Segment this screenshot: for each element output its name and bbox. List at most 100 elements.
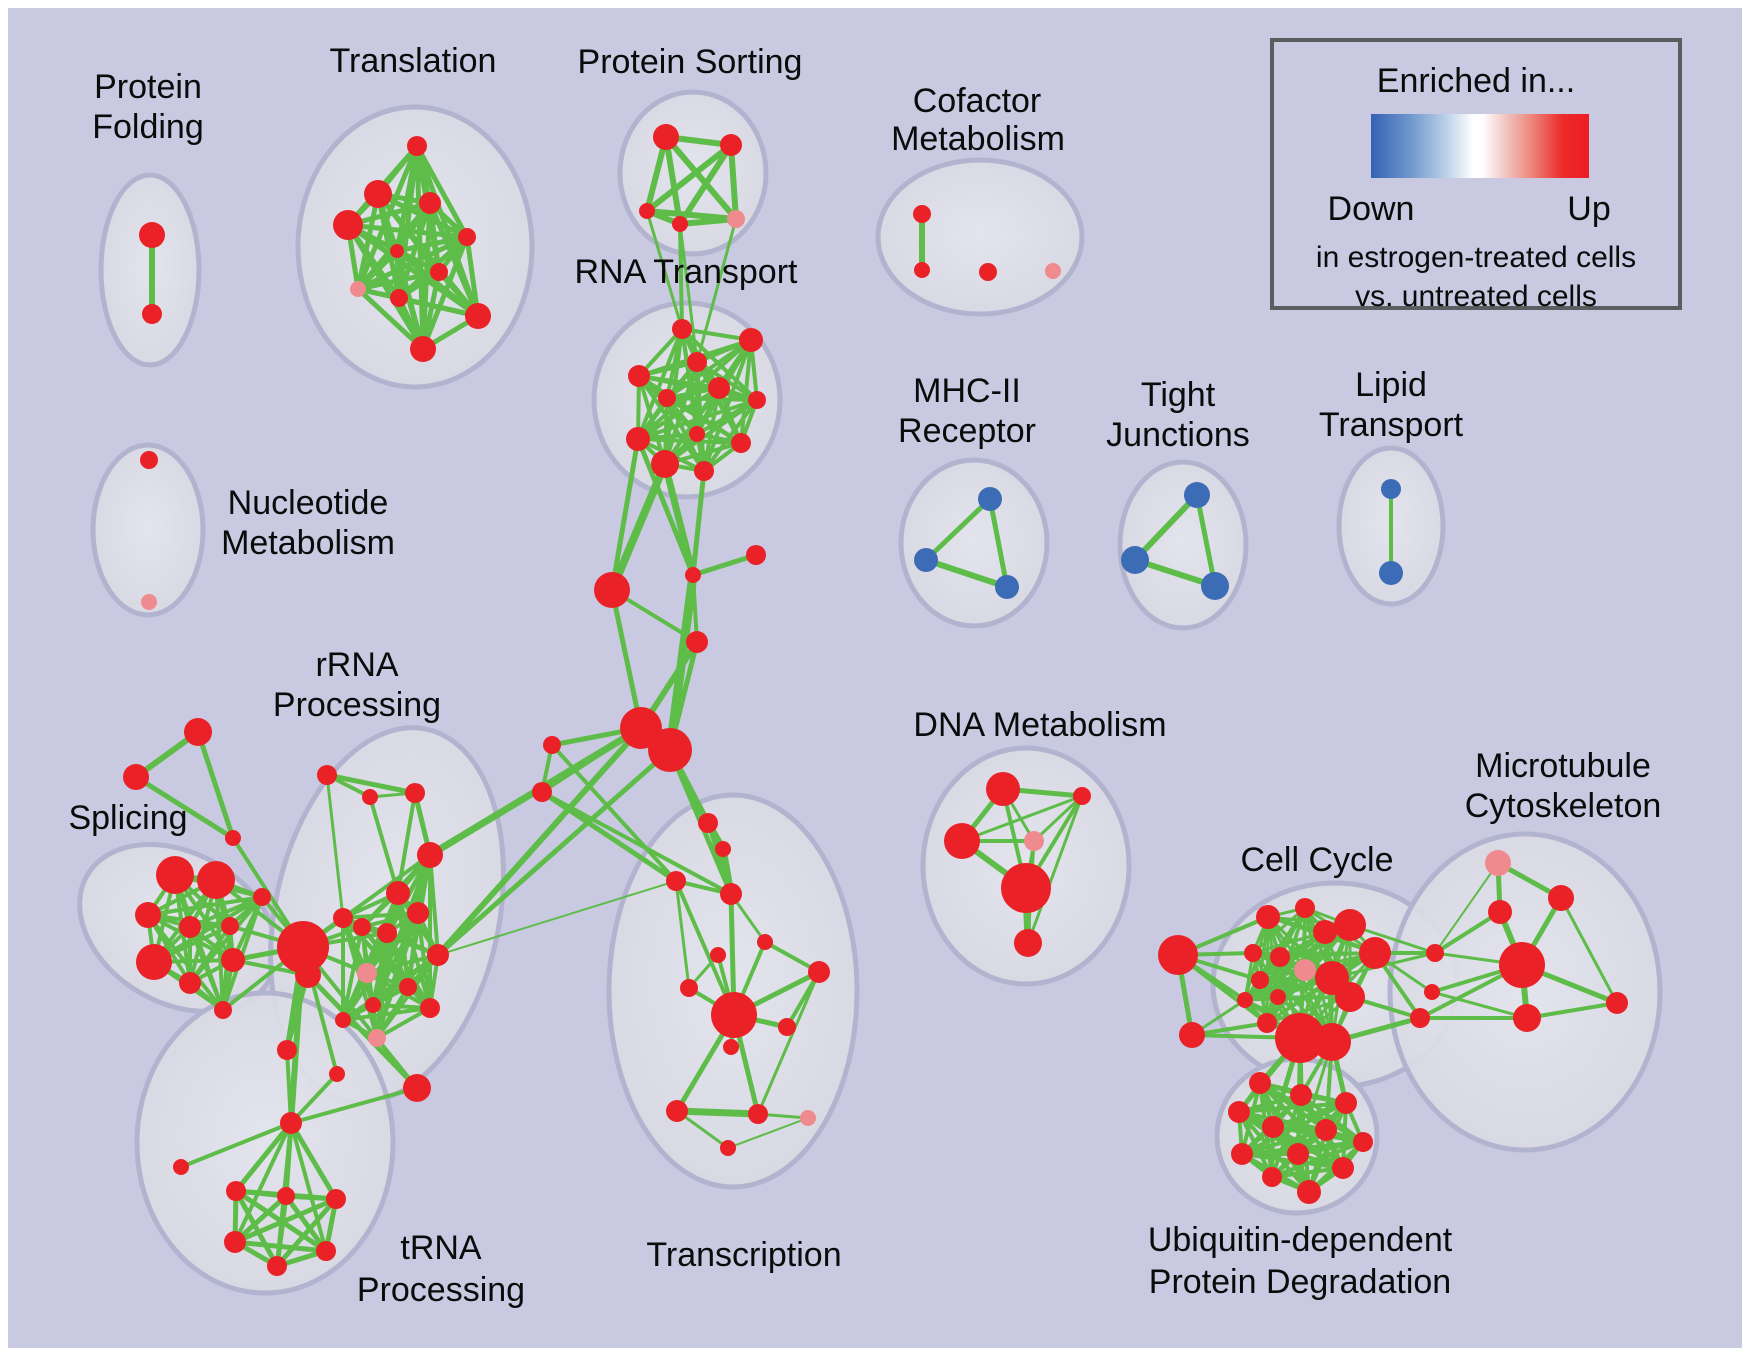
network-edge xyxy=(1032,794,1084,843)
network-edge xyxy=(636,398,759,441)
network-node xyxy=(778,1018,796,1036)
network-node xyxy=(1381,479,1401,499)
network-node xyxy=(731,433,751,453)
network-node xyxy=(1256,905,1280,929)
network-node xyxy=(710,947,726,963)
network-edge xyxy=(464,234,481,319)
network-node xyxy=(377,923,397,943)
network-edge xyxy=(923,496,993,563)
legend-title: Enriched in... xyxy=(1376,62,1576,100)
network-node xyxy=(465,303,491,329)
network-node xyxy=(1270,989,1286,1005)
cluster-label-nucleotide-metabolism: Nucleotide xyxy=(228,484,389,522)
network-edge xyxy=(695,217,738,364)
network-node xyxy=(1315,1119,1337,1141)
network-edge xyxy=(179,1121,293,1169)
network-edge xyxy=(987,496,1010,590)
network-edge xyxy=(420,269,442,352)
network-node xyxy=(335,1012,351,1028)
network-edge xyxy=(1240,1128,1328,1156)
network-edge xyxy=(274,1193,289,1269)
network-node xyxy=(316,1241,336,1261)
network-node xyxy=(727,210,745,228)
network-node xyxy=(914,548,938,572)
network-node xyxy=(1287,1143,1309,1165)
network-edge xyxy=(609,436,641,593)
network-edge xyxy=(341,953,440,1022)
cluster-label-rrna-processing: rRNA xyxy=(315,646,398,684)
cluster-label-tight-junctions: Junctions xyxy=(1106,416,1250,454)
network-node xyxy=(221,948,245,972)
cluster-ellipse-nucleotide-metabolism xyxy=(90,442,206,618)
network-node xyxy=(1488,900,1512,924)
network-node xyxy=(410,336,436,362)
network-node xyxy=(1424,984,1440,1000)
cluster-ellipse-tight-junctions xyxy=(1117,459,1249,631)
network-node xyxy=(1179,1022,1205,1048)
network-node xyxy=(685,567,701,583)
network-node xyxy=(407,902,429,924)
network-edge xyxy=(345,222,426,352)
network-edge xyxy=(420,234,470,352)
network-node xyxy=(142,304,162,324)
network-edge xyxy=(341,911,420,1022)
network-node xyxy=(427,944,449,966)
network-node xyxy=(1001,863,1051,913)
network-edge xyxy=(233,1121,293,1244)
network-node xyxy=(543,736,561,754)
network-edge xyxy=(375,953,440,1040)
network-node xyxy=(280,1112,302,1134)
network-edge xyxy=(427,200,481,319)
network-node xyxy=(365,997,381,1013)
network-edge xyxy=(233,1120,294,1194)
network-edge xyxy=(146,895,264,917)
network-node xyxy=(800,1110,816,1126)
network-node xyxy=(1606,992,1628,1014)
network-node xyxy=(353,918,371,936)
network-node xyxy=(1231,1143,1253,1165)
network-node xyxy=(1045,263,1061,279)
network-node xyxy=(135,902,161,928)
network-node xyxy=(1073,787,1091,805)
legend-caption-line1: in estrogen-treated cells xyxy=(1315,241,1637,274)
network-node xyxy=(430,263,448,281)
network-edge xyxy=(324,772,418,796)
network-node xyxy=(357,963,377,983)
network-node xyxy=(648,728,692,772)
network-edge xyxy=(1296,1140,1365,1156)
cluster-label-trna-processing: Processing xyxy=(357,1271,525,1309)
network-edge xyxy=(1243,968,1307,1002)
network-edge xyxy=(1270,1166,1345,1179)
cluster-label-rna-transport: RNA Transport xyxy=(575,253,799,291)
cluster-label-dna-metabolism: DNA Metabolism xyxy=(913,706,1166,744)
network-edge xyxy=(232,1239,329,1254)
network-node xyxy=(214,1001,232,1019)
network-node xyxy=(277,1040,297,1060)
network-node xyxy=(720,1140,736,1156)
network-node xyxy=(666,1100,688,1122)
network-node xyxy=(1353,1132,1373,1152)
network-edge xyxy=(355,248,400,292)
network-node xyxy=(277,1187,295,1205)
network-edge xyxy=(1559,896,1619,1005)
network-edge xyxy=(706,821,733,896)
network-node xyxy=(1485,850,1511,876)
network-node xyxy=(1275,1013,1325,1063)
network-node xyxy=(687,352,707,372)
network-edge xyxy=(635,436,696,578)
network-node xyxy=(639,203,655,219)
network-node xyxy=(140,451,158,469)
network-edge xyxy=(673,1107,762,1118)
network-edge xyxy=(1026,794,1084,945)
legend-caption: in estrogen-treated cells vs. untreated … xyxy=(1274,238,1678,316)
network-node xyxy=(708,377,730,399)
network-node xyxy=(1548,885,1574,911)
network-edge xyxy=(289,1086,419,1125)
legend-caption-line2: vs. untreated cells xyxy=(1355,280,1597,313)
legend-gradient-bar xyxy=(1371,114,1589,178)
network-node xyxy=(139,222,165,248)
network-node xyxy=(1158,935,1198,975)
network-node xyxy=(698,813,718,833)
network-edge xyxy=(923,557,1010,590)
